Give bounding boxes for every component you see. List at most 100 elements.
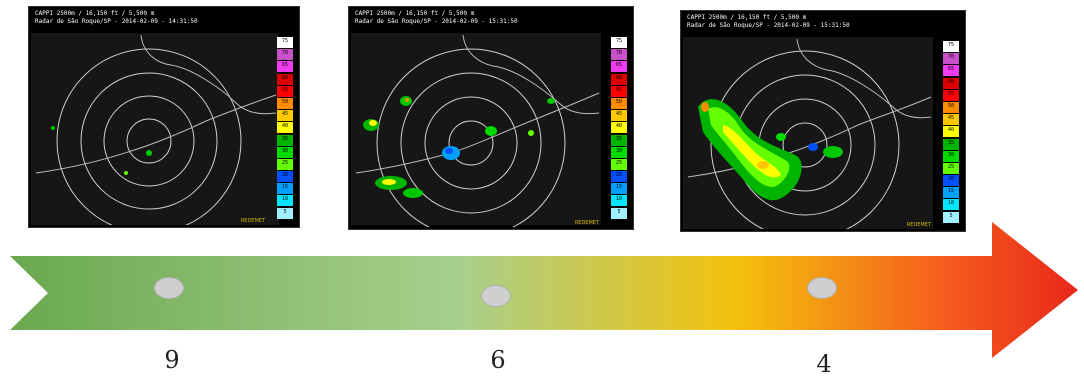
legend-swatch: 55 <box>943 89 959 101</box>
legend-value: 40 <box>615 123 623 130</box>
radar-rings <box>35 34 277 225</box>
timeline-label-1: 9 <box>164 346 180 374</box>
legend-swatch: 5 <box>943 211 959 223</box>
legend-value: 25 <box>281 159 289 166</box>
legend-value: 50 <box>615 98 623 105</box>
radar-image-2: CAPPI 2500m / 16,150 ft / 5,500 m Radar d… <box>348 6 634 230</box>
precipitation-echoes <box>51 126 152 175</box>
legend-swatch: 75 <box>611 37 627 48</box>
legend-swatch: 10 <box>943 199 959 211</box>
legend-value: 40 <box>281 123 289 130</box>
legend-value: 65 <box>281 62 289 69</box>
legend-value: 55 <box>281 86 289 93</box>
radar-image-3: CAPPI 2500m / 16,150 ft / 5,500 m Radar d… <box>680 10 966 232</box>
legend-value: 55 <box>947 90 955 97</box>
radar-header: CAPPI 2500m / 16,150 ft / 5,500 m Radar d… <box>35 10 239 26</box>
legend-value: 60 <box>615 74 623 81</box>
radar-credit: REDEMET <box>574 220 599 226</box>
legend-value: 65 <box>615 62 623 69</box>
legend-value: 15 <box>615 184 623 191</box>
legend-swatch: 55 <box>611 85 627 97</box>
legend-swatch: 75 <box>277 37 293 48</box>
legend-swatch: 65 <box>277 61 293 73</box>
legend-swatch: 15 <box>611 183 627 195</box>
legend-value: 70 <box>281 50 289 57</box>
legend-swatch: 50 <box>943 101 959 113</box>
legend-swatch: 40 <box>943 126 959 138</box>
legend-swatch: 10 <box>277 195 293 207</box>
legend-swatch: 60 <box>611 73 627 85</box>
legend-value: 5 <box>617 208 621 215</box>
legend-value: 5 <box>949 212 953 219</box>
legend-value: 65 <box>947 66 955 73</box>
legend-swatch: 25 <box>943 162 959 174</box>
radar-rings <box>687 38 932 229</box>
legend-value: 75 <box>281 38 289 44</box>
precipitation-echoes <box>698 99 843 201</box>
legend-value: 50 <box>281 98 289 105</box>
legend-value: 10 <box>947 200 955 207</box>
radar-header: CAPPI 2500m / 16,150 ft / 5,500 m Radar d… <box>355 10 573 26</box>
legend-swatch: 75 <box>943 41 959 52</box>
legend-value: 10 <box>615 196 623 203</box>
legend-value: 20 <box>615 172 623 179</box>
legend-value: 5 <box>283 208 287 215</box>
legend-value: 30 <box>281 147 289 154</box>
legend-swatch: 35 <box>611 134 627 146</box>
radar-header-line1: CAPPI 2500m / 16,150 ft / 5,500 m <box>35 10 155 17</box>
legend-swatch: 60 <box>943 77 959 89</box>
legend-value: 70 <box>947 54 955 61</box>
legend-swatch: 60 <box>277 73 293 85</box>
legend-swatch: 30 <box>277 146 293 158</box>
timeline-label-2: 6 <box>490 346 506 374</box>
legend-swatch: 70 <box>943 53 959 65</box>
legend-swatch: 20 <box>611 171 627 183</box>
radar-header-line2: Radar de São Roque/SP - 2014-02-09 - 14:… <box>35 18 198 25</box>
legend-swatch: 10 <box>611 195 627 207</box>
precipitation-echoes <box>363 96 555 198</box>
radar-map-background <box>31 33 279 225</box>
legend-swatch: 35 <box>943 138 959 150</box>
timeline-arrow <box>10 222 1078 358</box>
legend-value: 30 <box>947 151 955 158</box>
legend-value: 75 <box>947 42 955 48</box>
legend-swatch: 50 <box>277 97 293 109</box>
legend-value: 40 <box>947 127 955 134</box>
legend-swatch: 15 <box>943 187 959 199</box>
legend-swatch: 65 <box>943 65 959 77</box>
legend-value: 10 <box>281 196 289 203</box>
legend-swatch: 70 <box>611 49 627 61</box>
radar-credit: REDEMET <box>906 222 931 228</box>
legend-value: 15 <box>947 188 955 195</box>
legend-swatch: 15 <box>277 183 293 195</box>
legend-swatch: 25 <box>611 158 627 170</box>
radar-header: CAPPI 2500m / 16,150 ft / 5,500 m Radar d… <box>687 14 905 30</box>
legend-value: 20 <box>281 172 289 179</box>
legend-value: 35 <box>615 135 623 142</box>
legend-value: 50 <box>947 102 955 109</box>
radar-rings <box>355 34 600 227</box>
legend-value: 55 <box>615 86 623 93</box>
radar-map-background <box>351 33 601 225</box>
legend-value: 25 <box>615 159 623 166</box>
legend-swatch: 30 <box>611 146 627 158</box>
legend-swatch: 55 <box>277 85 293 97</box>
legend-swatch: 20 <box>943 175 959 187</box>
legend-value: 45 <box>947 115 955 122</box>
radar-header-line2: Radar de São Roque/SP - 2014-02-09 - 15:… <box>687 22 850 29</box>
reflectivity-legend: 75 70 65 60 55 50 45 40 35 30 25 20 15 10 5 <box>611 37 627 220</box>
legend-swatch: 35 <box>277 134 293 146</box>
legend-swatch: 70 <box>277 49 293 61</box>
legend-value: 30 <box>615 147 623 154</box>
legend-value: 20 <box>947 176 955 183</box>
legend-value: 15 <box>281 184 289 191</box>
radar-header-line2: Radar de São Roque/SP - 2014-02-09 - 15:… <box>355 18 518 25</box>
radar-header-line1: CAPPI 2500m / 16,150 ft / 5,500 m <box>687 14 807 21</box>
legend-value: 60 <box>281 74 289 81</box>
legend-swatch: 25 <box>277 158 293 170</box>
legend-value: 75 <box>615 38 623 44</box>
reflectivity-legend: 75 70 65 60 55 50 45 40 35 30 25 20 15 10 5 <box>277 37 293 220</box>
radar-credit: REDEMET <box>240 218 265 224</box>
legend-swatch: 40 <box>611 122 627 134</box>
timeline-marker-1 <box>154 277 184 299</box>
